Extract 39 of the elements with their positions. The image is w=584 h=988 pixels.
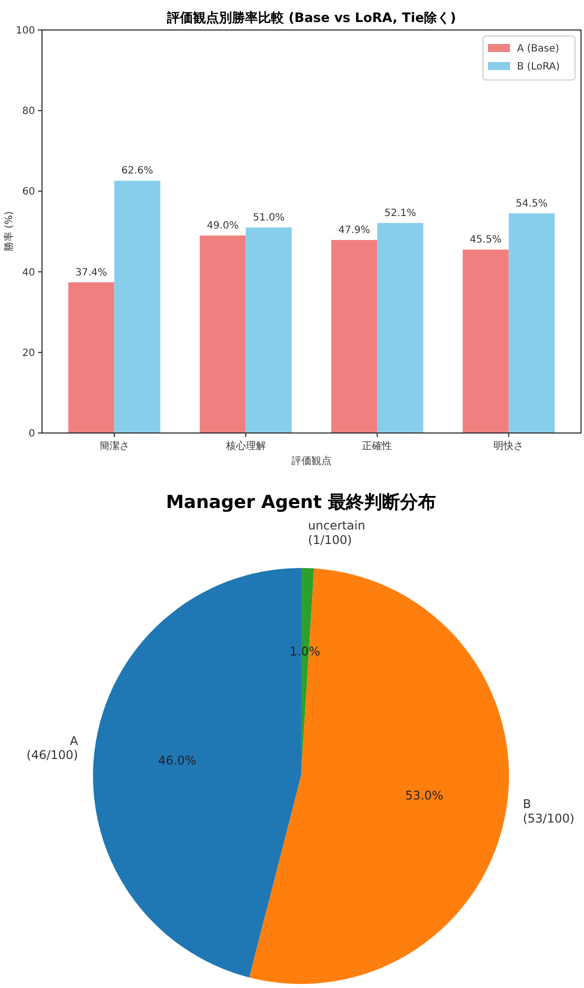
y-tick-label: 80 bbox=[22, 106, 35, 118]
bar bbox=[331, 240, 378, 433]
legend-label: A (Base) bbox=[517, 44, 560, 54]
data-label: 37.4% bbox=[75, 267, 108, 278]
bar bbox=[508, 213, 555, 433]
x-tick-label: 簡潔さ bbox=[99, 440, 130, 452]
y-tick-label: 40 bbox=[22, 267, 35, 278]
bar bbox=[114, 180, 160, 433]
data-label: 46.0% bbox=[158, 754, 196, 768]
legend-label: B (LoRA) bbox=[517, 62, 560, 72]
bar bbox=[377, 223, 424, 433]
y-tick-label: 20 bbox=[22, 348, 35, 359]
slice-label: A (46/100) bbox=[26, 734, 79, 762]
bar bbox=[200, 236, 246, 433]
data-label: 51.0% bbox=[252, 212, 285, 224]
y-axis-title: 勝率 (%) bbox=[3, 211, 15, 252]
data-label: 52.1% bbox=[384, 208, 416, 220]
y-tick-label: 60 bbox=[22, 186, 35, 198]
data-label: 53.0% bbox=[405, 788, 444, 803]
bar bbox=[68, 282, 114, 433]
x-tick-label: 正確性 bbox=[362, 440, 392, 452]
slice-label: B (53/100) bbox=[522, 797, 574, 826]
data-label: 45.5% bbox=[470, 234, 502, 246]
slice-label: uncertain (1/100) bbox=[308, 518, 366, 547]
pie-slice bbox=[249, 568, 509, 984]
x-axis-title: 評価観点 bbox=[292, 455, 332, 467]
y-tick-label: 0 bbox=[28, 428, 35, 440]
x-tick-label: 明快さ bbox=[494, 440, 524, 452]
data-label: 47.9% bbox=[338, 224, 370, 236]
bar bbox=[462, 250, 509, 433]
x-tick-label: 核心理解 bbox=[224, 440, 266, 452]
y-tick-label: 100 bbox=[16, 26, 35, 36]
data-label: 1.0% bbox=[290, 644, 320, 658]
bar bbox=[246, 227, 292, 433]
data-label: 49.0% bbox=[206, 220, 239, 232]
data-label: 62.6% bbox=[121, 166, 154, 177]
chart-title: Manager Agent 最終判断分布 bbox=[166, 492, 436, 513]
data-label: 54.5% bbox=[516, 198, 548, 210]
chart-title: 評価観点別勝率比較 (Base vs LoRA, Tie除く) bbox=[166, 10, 456, 26]
